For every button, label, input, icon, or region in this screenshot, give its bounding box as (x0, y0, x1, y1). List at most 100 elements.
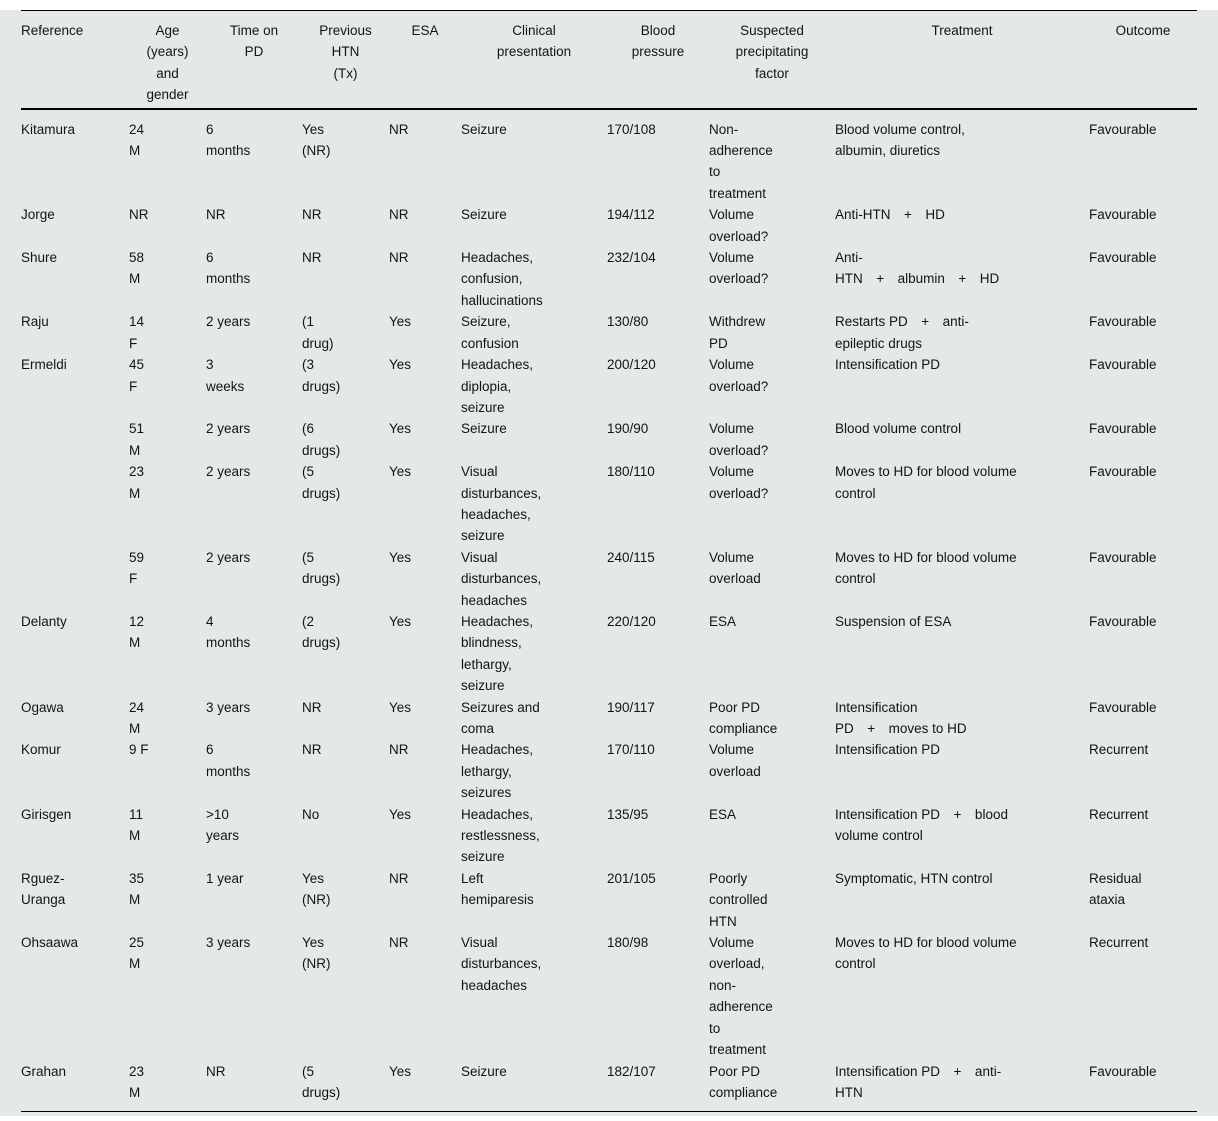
cell-time_on_pd: 3 years (206, 935, 251, 951)
cell-esa: Yes (389, 699, 412, 715)
cell-treatment: Intensification PD (835, 357, 941, 373)
cell-esa: NR (389, 742, 409, 758)
cell-age_gender: 23 M (129, 464, 145, 501)
table-row: Girisgen 11 M >10 years No Yes Headaches, res… (21, 804, 1197, 868)
column-header-blood_pressure: Blood pressure (607, 10, 709, 110)
table-row: Jorge NR NR NR NR Seizure 194/112 Volume overlo… (21, 204, 1197, 247)
cell-age_gender: 9 F (129, 742, 149, 758)
cell-blood_pressure: 130/80 (607, 314, 649, 330)
cell-precipitating_factor: Poor PD compliance (709, 699, 778, 736)
table-row: Ogawa 24 M 3 years NR Yes Seizures and coma 19… (21, 697, 1197, 740)
cell-clinical_presentation: Visual disturbances, headaches, seizure (461, 464, 542, 544)
table-row: 23 M 2 years (5 drugs) Yes Visual disturbanc… (21, 461, 1197, 547)
column-header-outcome: Outcome (1089, 10, 1197, 110)
cell-time_on_pd: 6 months (206, 742, 251, 779)
cell-outcome: Favourable (1089, 464, 1157, 480)
cell-clinical_presentation: Left hemiparesis (461, 870, 534, 908)
column-header-clinical_presentation: Clinical presentation (461, 10, 607, 110)
cell-outcome: Residual ataxia (1089, 870, 1142, 908)
cell-time_on_pd: 2 years (206, 549, 251, 565)
cell-time_on_pd: 2 years (206, 314, 251, 330)
cell-clinical_presentation: Headaches, confusion, hallucinations (461, 250, 543, 308)
table-row: 59 F 2 years (5 drugs) Yes Visual disturbanc… (21, 547, 1197, 611)
cell-esa: Yes (389, 613, 412, 629)
cell-reference: Komur (21, 742, 61, 758)
table-header: Reference Age (years) and gender Time on P… (21, 10, 1197, 110)
cell-precipitating_factor: Withdrew PD (709, 314, 766, 351)
cell-blood_pressure: 194/112 (607, 207, 655, 223)
cell-time_on_pd: >10 years (206, 806, 240, 844)
cell-clinical_presentation: Seizure (461, 1063, 507, 1079)
cell-blood_pressure: 135/95 (607, 806, 649, 822)
cell-time_on_pd: 4 months (206, 613, 251, 651)
cell-clinical_presentation: Headaches, blindness, lethargy, seizure (461, 613, 534, 694)
cell-precipitating_factor: Non- adherence to treatment (709, 121, 773, 201)
cell-age_gender: 51 M (129, 421, 145, 458)
cell-blood_pressure: 200/120 (607, 357, 656, 373)
cell-outcome: Favourable (1089, 549, 1157, 565)
cell-treatment: Intensification PD (835, 742, 941, 758)
table-row: Delanty 12 M 4 months (2 drugs) Yes Headaches… (21, 611, 1197, 697)
table-panel: Reference Age (years) and gender Time on P… (0, 10, 1218, 1117)
cell-time_on_pd: 2 years (206, 421, 251, 437)
cell-treatment: Anti- HTN + albumin + HD (835, 250, 1000, 287)
cell-outcome: Recurrent (1089, 742, 1149, 758)
cell-time_on_pd: 6 months (206, 121, 251, 159)
cell-previous_htn: Yes (NR) (302, 870, 331, 908)
cell-treatment: Suspension of ESA (835, 613, 952, 629)
cell-clinical_presentation: Headaches, restlessness, seizure (461, 806, 540, 865)
cell-previous_htn: Yes (NR) (302, 121, 331, 159)
cell-previous_htn: No (302, 806, 320, 822)
cell-reference (21, 461, 129, 547)
cell-esa: NR (389, 121, 409, 137)
cell-clinical_presentation: Seizure (461, 421, 507, 437)
cell-blood_pressure: 182/107 (607, 1063, 656, 1079)
table-row: 51 M 2 years (6 drugs) Yes Seizure 190/90 Volu… (21, 418, 1197, 461)
cell-outcome: Favourable (1089, 207, 1157, 223)
cell-precipitating_factor: Poorly controlled HTN (709, 870, 768, 929)
cell-treatment: Intensification PD + moves to HD (835, 699, 967, 736)
cell-age_gender: 59 F (129, 549, 145, 587)
cell-age_gender: 12 M (129, 613, 145, 651)
cell-clinical_presentation: Visual disturbances, headaches (461, 935, 542, 993)
cell-precipitating_factor: Volume overload? (709, 421, 769, 458)
cell-clinical_presentation: Seizure, confusion (461, 314, 519, 351)
cell-time_on_pd: 6 months (206, 250, 251, 287)
cell-age_gender: 45 F (129, 357, 145, 394)
cell-clinical_presentation: Seizure (461, 121, 507, 137)
cell-previous_htn: (1 drug) (302, 314, 334, 351)
table-row: Raju 14 F 2 years (1 drug) Yes Seizure, confu… (21, 311, 1197, 354)
cell-precipitating_factor: Volume overload (709, 742, 761, 779)
cell-clinical_presentation: Visual disturbances, headaches (461, 549, 542, 608)
cell-treatment: Restarts PD + anti- epileptic drugs (835, 314, 969, 351)
cell-previous_htn: (5 drugs) (302, 549, 341, 587)
cell-previous_htn: Yes (NR) (302, 935, 331, 972)
cell-reference: Rguez- Uranga (21, 870, 66, 908)
cell-blood_pressure: 180/98 (607, 935, 649, 951)
cell-treatment: Intensification PD + blood volume contro… (835, 806, 1008, 844)
cell-esa: Yes (389, 806, 412, 822)
cell-reference: Grahan (21, 1063, 67, 1079)
cell-blood_pressure: 190/117 (607, 699, 655, 715)
cell-reference: Ermeldi (21, 357, 67, 373)
cell-reference (21, 547, 129, 611)
cell-treatment: Anti-HTN + HD (835, 207, 945, 223)
cell-outcome: Favourable (1089, 121, 1157, 137)
table-body: Kitamura 24 M 6 months Yes (NR) NR Seizure 170… (21, 109, 1197, 1112)
cell-outcome: Recurrent (1089, 935, 1149, 951)
cell-reference (21, 418, 129, 461)
cell-age_gender: 11 M (129, 806, 144, 844)
column-header-reference: Reference (21, 10, 129, 110)
header-row: Reference Age (years) and gender Time on P… (21, 10, 1197, 110)
cell-treatment: Symptomatic, HTN control (835, 870, 993, 886)
column-header-previous_htn: Previous HTN (Tx) (302, 10, 389, 110)
cell-treatment: Blood volume control, albumin, diuretics (835, 121, 965, 159)
cell-precipitating_factor: Volume overload? (709, 207, 769, 244)
cell-previous_htn: (5 drugs) (302, 464, 341, 501)
cell-reference: Shure (21, 250, 58, 266)
cell-blood_pressure: 240/115 (607, 549, 655, 565)
cell-previous_htn: NR (302, 742, 322, 758)
cell-reference: Raju (21, 314, 49, 330)
cell-reference: Jorge (21, 207, 55, 223)
cell-clinical_presentation: Seizures and coma (461, 699, 540, 736)
